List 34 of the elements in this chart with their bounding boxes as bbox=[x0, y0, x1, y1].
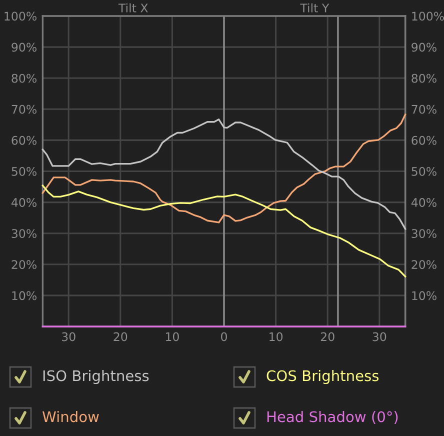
text: Head Shadow (0°) bbox=[267, 410, 398, 424]
y2-tick-label: 100% bbox=[412, 12, 444, 21]
line-series bbox=[42, 184, 406, 278]
y-tick-label: 50% bbox=[12, 166, 36, 176]
y-tick-label: 30% bbox=[12, 229, 36, 238]
y-tick-label: 10% bbox=[12, 291, 36, 300]
y2-tick-label: 30% bbox=[412, 229, 436, 238]
y2-tick-label: 60% bbox=[412, 136, 436, 145]
x-tick-label: 30 bbox=[372, 332, 386, 342]
y-tick-label: 40% bbox=[11, 198, 36, 207]
y2-tick-label: 40% bbox=[411, 198, 436, 207]
x-tick-label: 0 bbox=[221, 332, 227, 342]
x-tick-label: 10 bbox=[270, 332, 283, 342]
y-tick-label: 20% bbox=[12, 260, 36, 270]
x-tick-label: 10 bbox=[166, 332, 179, 342]
y-tick-label: 70% bbox=[12, 104, 36, 114]
y-tick-label: 60% bbox=[12, 136, 36, 145]
y-tick-label: 80% bbox=[12, 74, 36, 83]
x-tick-label: 20 bbox=[114, 332, 128, 342]
text: Tilt X bbox=[118, 3, 148, 12]
y2-tick-label: 90% bbox=[412, 42, 436, 52]
y2-tick-label: 70% bbox=[412, 104, 436, 114]
text: Tilt Y bbox=[300, 3, 330, 12]
x-tick-label: 20 bbox=[320, 332, 334, 342]
y2-tick-label: 20% bbox=[412, 260, 436, 270]
text: ISO Brightness bbox=[43, 370, 149, 384]
y-tick-label: 90% bbox=[12, 42, 36, 52]
y2-tick-label: 50% bbox=[412, 166, 436, 176]
x-tick-label: 30 bbox=[62, 332, 76, 342]
y2-tick-label: 10% bbox=[412, 291, 436, 300]
text: Window bbox=[42, 410, 99, 422]
y-tick-label: 100% bbox=[4, 12, 36, 21]
y2-tick-label: 80% bbox=[412, 74, 436, 83]
text: COS Brightness bbox=[266, 370, 379, 384]
